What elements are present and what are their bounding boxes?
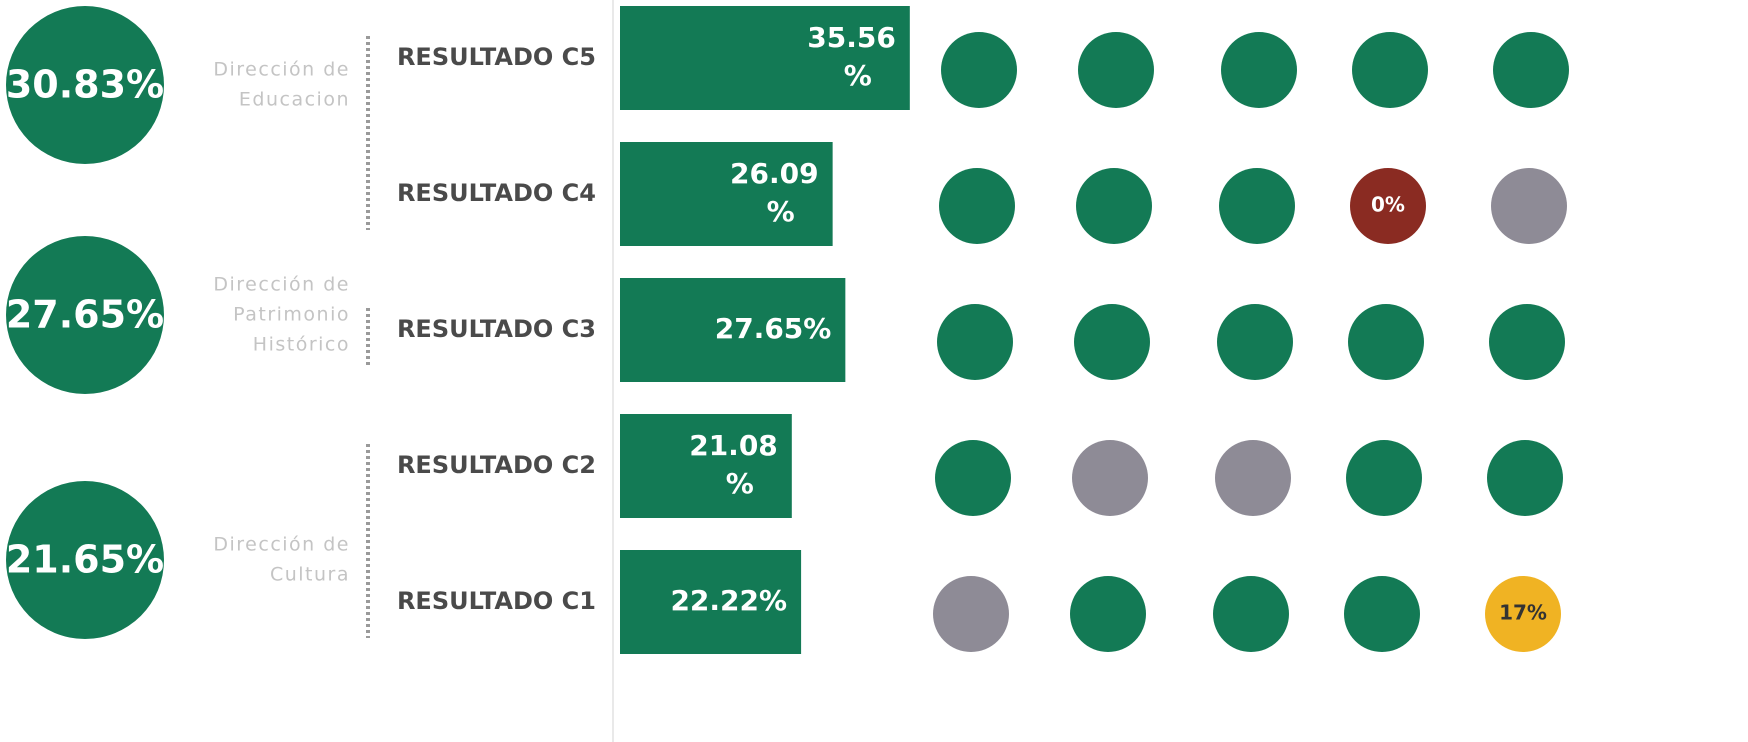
status-dot: [1217, 304, 1293, 380]
group-name: Dirección de: [213, 274, 350, 296]
group-circle: [6, 6, 164, 164]
row-label: RESULTADO C3: [397, 315, 596, 343]
group-circle: [6, 481, 164, 639]
status-dot: [1348, 304, 1424, 380]
dot-label: 17%: [1499, 601, 1547, 625]
status-dot: [1489, 304, 1565, 380]
bar-label: 21.08: [689, 429, 778, 462]
status-dot: [935, 440, 1011, 516]
status-dot: [1491, 168, 1567, 244]
status-dot: [1219, 168, 1295, 244]
status-dot: [1072, 440, 1148, 516]
bar: [620, 278, 846, 382]
group-name: Cultura: [270, 564, 350, 586]
status-dot: [1487, 440, 1563, 516]
group-total: 21.65%: [6, 538, 164, 582]
dot-label: 0%: [1371, 193, 1405, 217]
bar: [620, 550, 802, 654]
bar: [620, 142, 833, 246]
status-dot: [1070, 576, 1146, 652]
group-name: Dirección de: [213, 59, 350, 81]
bar-label: 27.65%: [715, 312, 832, 345]
bar-label: 35.56: [807, 21, 896, 54]
bar-label: %: [844, 59, 872, 92]
row-label: RESULTADO C1: [397, 587, 596, 615]
status-dot: [1493, 32, 1569, 108]
status-dot: [1215, 440, 1291, 516]
group-name: Educacion: [239, 89, 350, 111]
status-dot: [937, 304, 1013, 380]
status-dot: [941, 32, 1017, 108]
group-total: 30.83%: [6, 63, 164, 107]
status-dot: [1076, 168, 1152, 244]
status-dot: [1221, 32, 1297, 108]
bar-label: %: [726, 467, 754, 500]
bar: [620, 414, 792, 518]
status-dot: [1485, 576, 1561, 652]
status-dot: [1346, 440, 1422, 516]
group-circle: [6, 236, 164, 394]
row-label: RESULTADO C5: [397, 43, 596, 71]
group-name: Patrimonio: [233, 304, 350, 326]
status-dot: [1213, 576, 1289, 652]
status-dot: [939, 168, 1015, 244]
group-name: Histórico: [253, 334, 350, 356]
row-label: RESULTADO C4: [397, 179, 596, 207]
bar: [620, 6, 910, 110]
row-label: RESULTADO C2: [397, 451, 596, 479]
status-dot: [1074, 304, 1150, 380]
status-dot: [933, 576, 1009, 652]
status-dot: [1352, 32, 1428, 108]
group-name: Dirección de: [213, 534, 350, 556]
bar-label: 26.09: [730, 157, 819, 190]
status-dot: [1344, 576, 1420, 652]
status-dot: [1078, 32, 1154, 108]
status-dot: [1350, 168, 1426, 244]
bar-label: %: [767, 195, 795, 228]
bar-label: 22.22%: [670, 584, 787, 617]
group-total: 27.65%: [6, 293, 164, 337]
